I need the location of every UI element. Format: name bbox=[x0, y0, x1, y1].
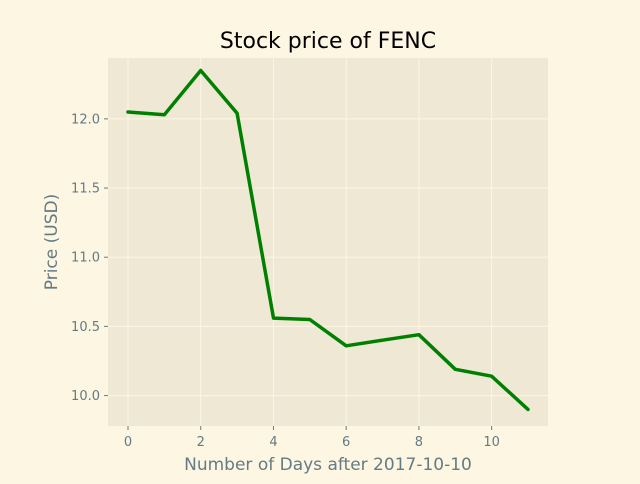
x-tick-label: 4 bbox=[269, 435, 277, 450]
chart-title: Stock price of FENC bbox=[220, 29, 436, 54]
x-axis-ticks: 0 2 4 6 8 10 bbox=[124, 426, 500, 450]
x-tick-label: 0 bbox=[124, 435, 132, 450]
y-tick-label: 10.0 bbox=[71, 389, 100, 404]
x-tick-label: 6 bbox=[342, 435, 350, 450]
y-tick-label: 11.5 bbox=[71, 182, 100, 197]
y-tick-label: 11.0 bbox=[71, 251, 100, 266]
grid-lines bbox=[108, 58, 548, 426]
y-axis-ticks: 10.0 10.5 11.0 11.5 12.0 bbox=[71, 112, 108, 404]
x-tick-label: 2 bbox=[197, 435, 205, 450]
plot-area bbox=[108, 58, 548, 426]
x-tick-label: 10 bbox=[483, 435, 500, 450]
series-line bbox=[126, 68, 530, 412]
x-axis-label: Number of Days after 2017-10-10 bbox=[184, 455, 472, 475]
y-tick-label: 12.0 bbox=[71, 112, 100, 127]
x-tick-label: 8 bbox=[415, 435, 423, 450]
y-axis-label: Price (USD) bbox=[42, 194, 62, 290]
y-tick-label: 10.5 bbox=[71, 320, 100, 335]
series-layer bbox=[126, 68, 530, 412]
